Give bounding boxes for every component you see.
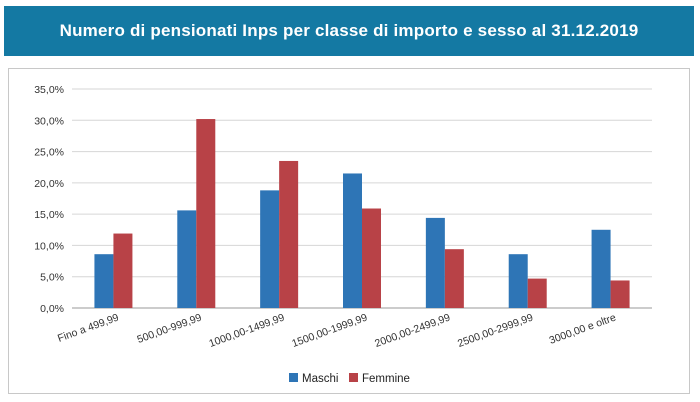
bar-femmine bbox=[279, 160, 299, 308]
bar-femmine bbox=[444, 249, 464, 308]
x-tick-label: 3000,00 e oltre bbox=[548, 311, 618, 346]
chart-title: Numero di pensionati Inps per classe di … bbox=[59, 21, 639, 40]
x-tick-label: 500,00-999,99 bbox=[136, 311, 204, 345]
legend-swatch-femmine bbox=[349, 373, 358, 382]
x-tick-label: 2000,00-2499,99 bbox=[373, 311, 452, 349]
y-tick-label: 35,0% bbox=[34, 84, 64, 96]
bar-femmine bbox=[113, 233, 133, 308]
title-banner: Numero di pensionati Inps per classe di … bbox=[4, 6, 694, 56]
bar-maschi bbox=[94, 254, 114, 308]
legend-label-maschi: Maschi bbox=[302, 373, 338, 385]
bar-femmine bbox=[610, 280, 630, 308]
y-tick-label: 10,0% bbox=[34, 240, 64, 252]
bar-maschi bbox=[343, 173, 362, 308]
bar-femmine bbox=[527, 278, 547, 308]
y-tick-label: 20,0% bbox=[34, 178, 64, 190]
y-tick-label: 5,0% bbox=[40, 272, 64, 284]
x-tick-label: Fino a 499,99 bbox=[56, 311, 121, 344]
bar-maschi bbox=[508, 254, 528, 308]
bar-femmine bbox=[196, 119, 216, 308]
y-tick-label: 30,0% bbox=[34, 115, 64, 127]
bar-femmine bbox=[362, 208, 381, 308]
x-tick-label: 1000,00-1499,99 bbox=[207, 311, 286, 349]
x-tick-label: 1500,00-1999,99 bbox=[290, 311, 369, 349]
x-tick-label: 2500,00-2999,99 bbox=[456, 311, 535, 349]
bar-maschi bbox=[425, 217, 445, 308]
y-tick-label: 0,0% bbox=[40, 303, 64, 315]
bar-maschi bbox=[177, 210, 197, 308]
legend-label-femmine: Femmine bbox=[362, 373, 410, 385]
y-tick-label: 25,0% bbox=[34, 147, 64, 159]
bar-maschi bbox=[591, 229, 611, 308]
y-tick-label: 15,0% bbox=[34, 209, 64, 221]
bar-maschi bbox=[260, 190, 280, 308]
legend-swatch-maschi bbox=[289, 373, 298, 382]
